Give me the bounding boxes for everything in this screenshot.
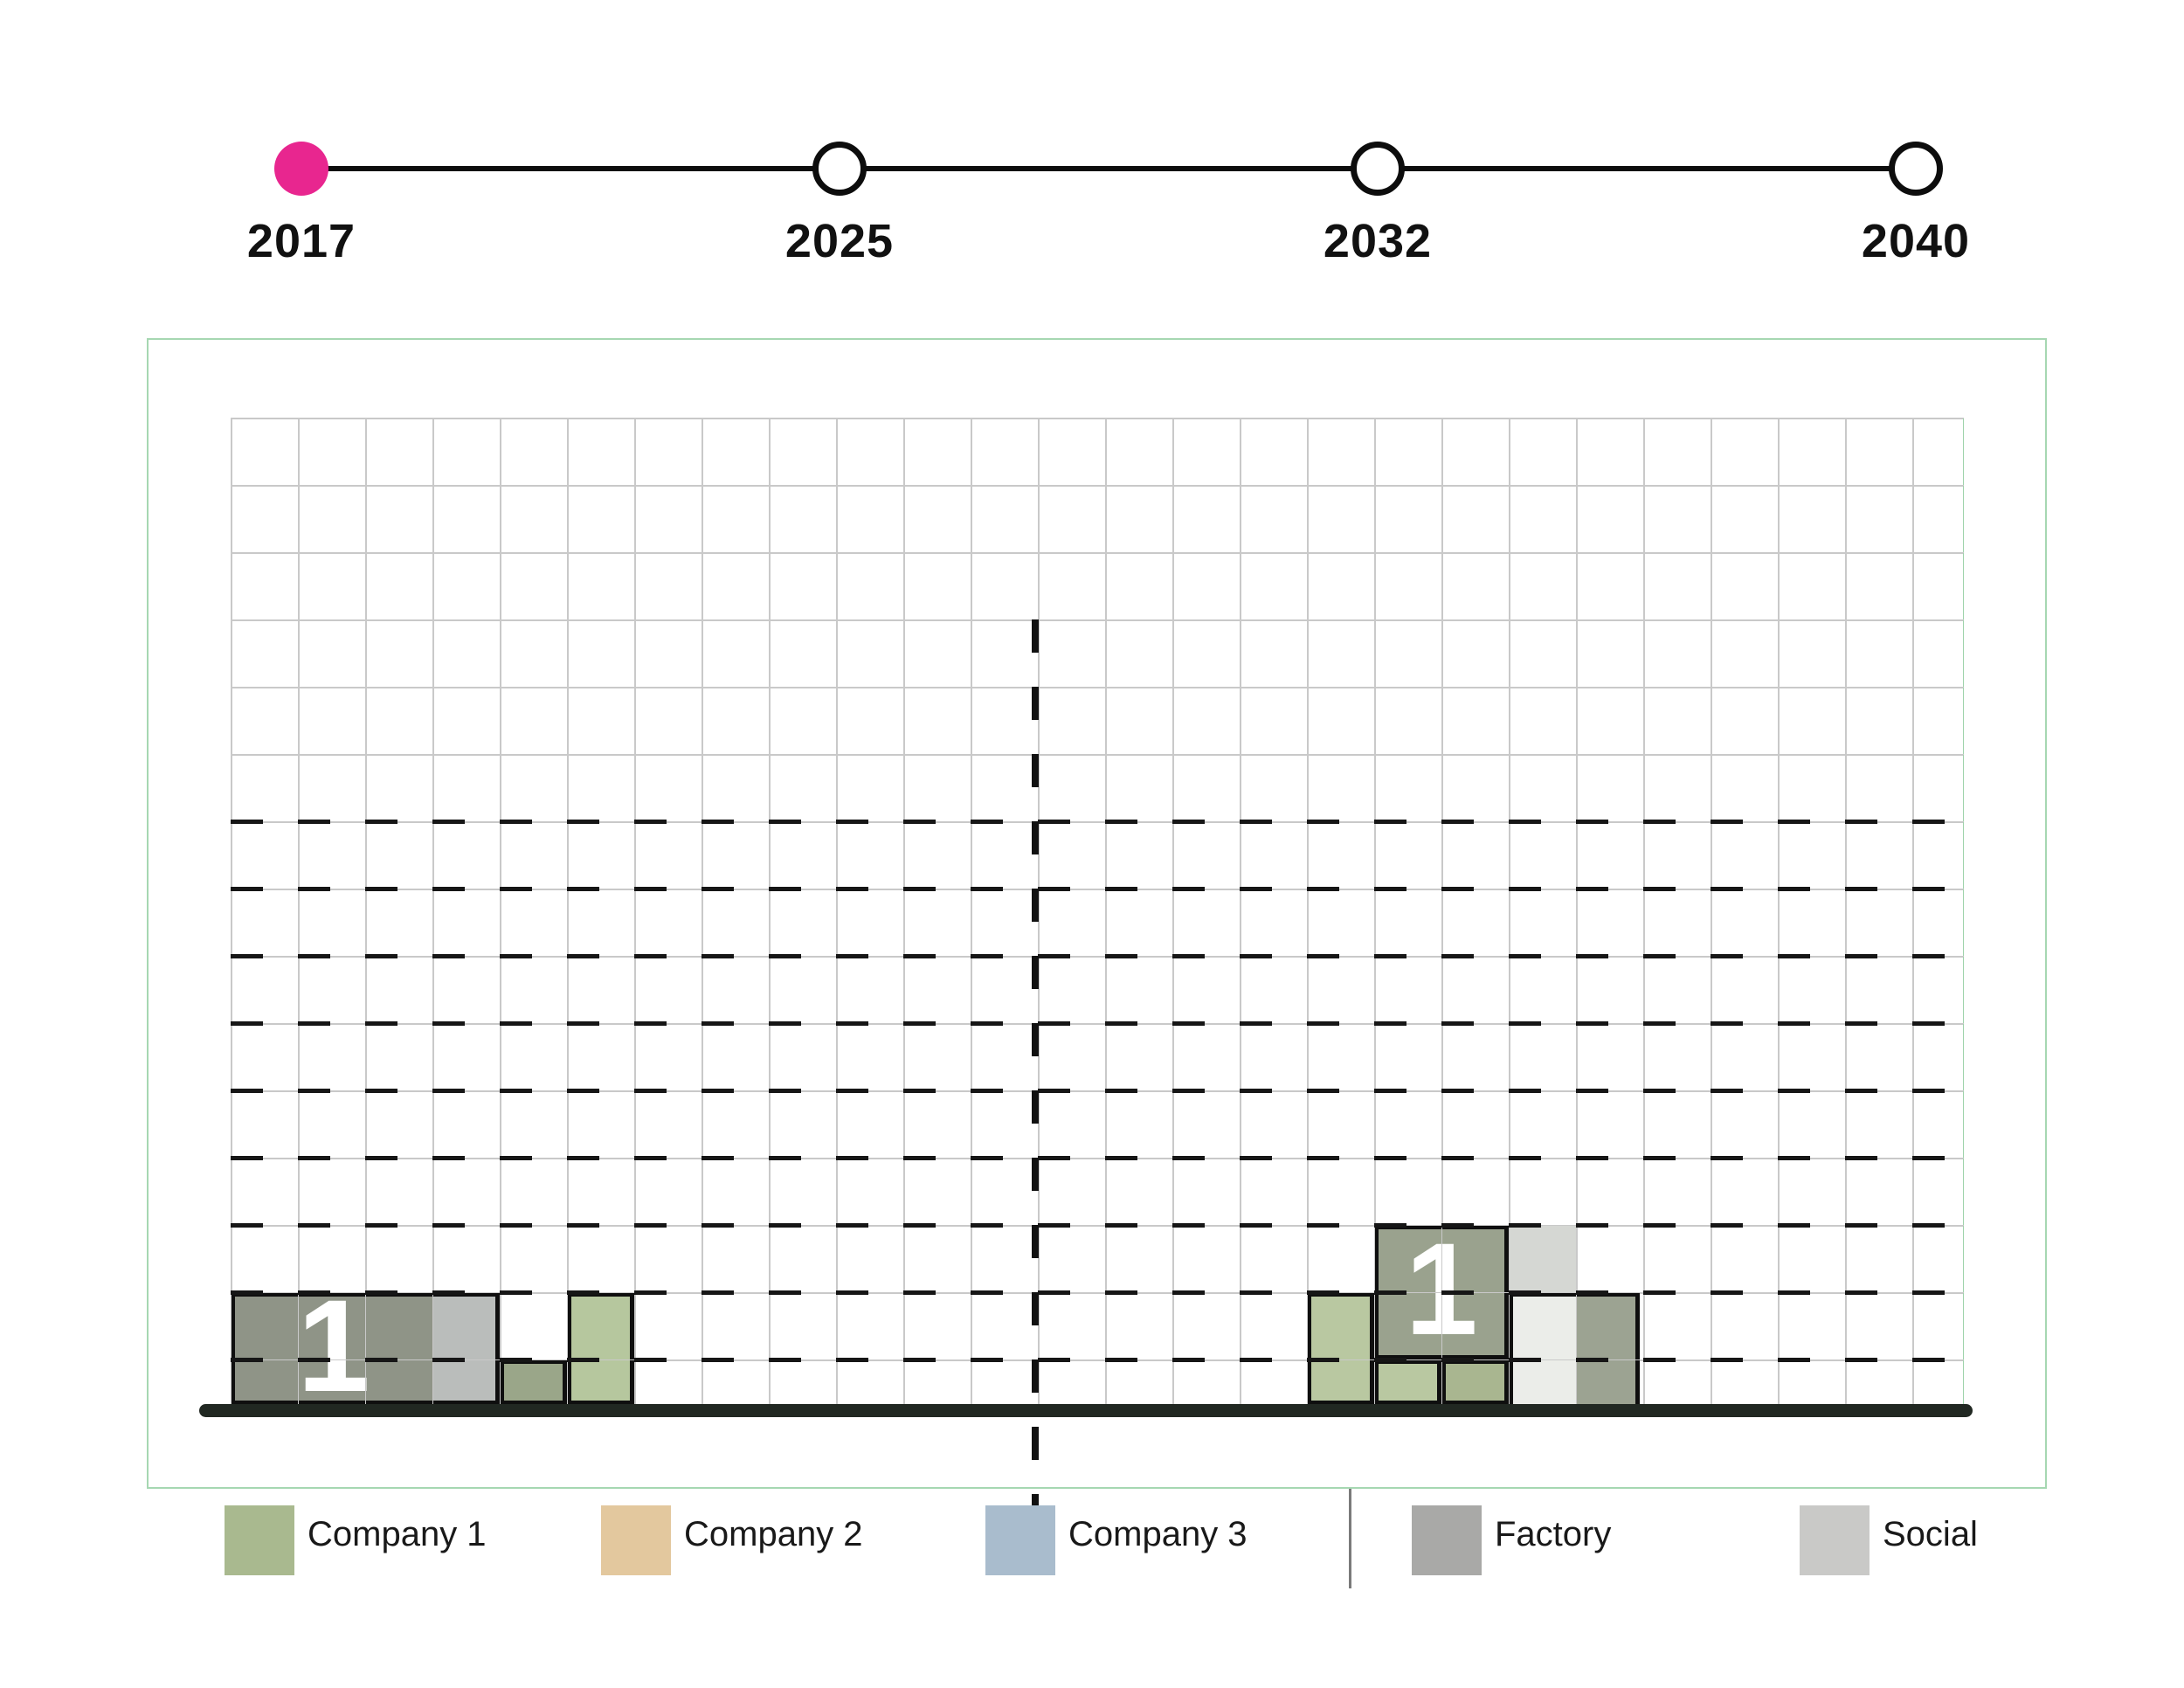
building-block-right-company1-low xyxy=(1374,1359,1441,1406)
legend-label: Factory xyxy=(1495,1515,1612,1553)
building-block-left-factory: 1 xyxy=(231,1280,432,1411)
legend-label: Social xyxy=(1883,1515,1978,1553)
legend-swatch-company-3 xyxy=(985,1505,1055,1575)
building-block-right-factory: 1 xyxy=(1374,1215,1509,1362)
building-number-label: 1 xyxy=(1405,1215,1478,1362)
legend-swatch-company-2 xyxy=(601,1505,671,1575)
legend-swatch-social xyxy=(1800,1505,1870,1575)
timeline-node-2032[interactable] xyxy=(1351,142,1405,196)
legend-swatch-company-1 xyxy=(225,1505,294,1575)
timeline-node-2017[interactable] xyxy=(274,142,328,196)
legend-divider xyxy=(1349,1489,1351,1588)
timeline-year-label: 2025 xyxy=(784,215,895,267)
building-block-right-company1-mid xyxy=(1441,1359,1509,1406)
ground-baseline xyxy=(199,1404,1973,1417)
timeline-year-label: 2040 xyxy=(1861,215,1971,267)
legend-label: Company 3 xyxy=(1068,1515,1248,1553)
timeline-line xyxy=(297,166,1918,171)
timeline-year-label: 2017 xyxy=(246,215,356,267)
building-block-right-company1-tall xyxy=(1307,1292,1374,1406)
timeline-node-2025[interactable] xyxy=(812,142,867,196)
legend-label: Company 1 xyxy=(308,1515,487,1553)
legend-swatch-factory xyxy=(1412,1505,1482,1575)
timeline-node-2040[interactable] xyxy=(1889,142,1943,196)
building-block-left-social xyxy=(432,1292,500,1406)
grid xyxy=(231,418,1964,1415)
building-block-right-white xyxy=(1509,1292,1576,1406)
timeline-year-label: 2032 xyxy=(1323,215,1433,267)
building-block-right-factory-muted xyxy=(1576,1292,1641,1406)
building-block-left-company1-small xyxy=(500,1359,567,1406)
building-number-label: 1 xyxy=(297,1271,370,1419)
building-block-right-social xyxy=(1509,1225,1576,1292)
building-block-left-company1-tall xyxy=(567,1292,634,1406)
legend-label: Company 2 xyxy=(684,1515,863,1553)
